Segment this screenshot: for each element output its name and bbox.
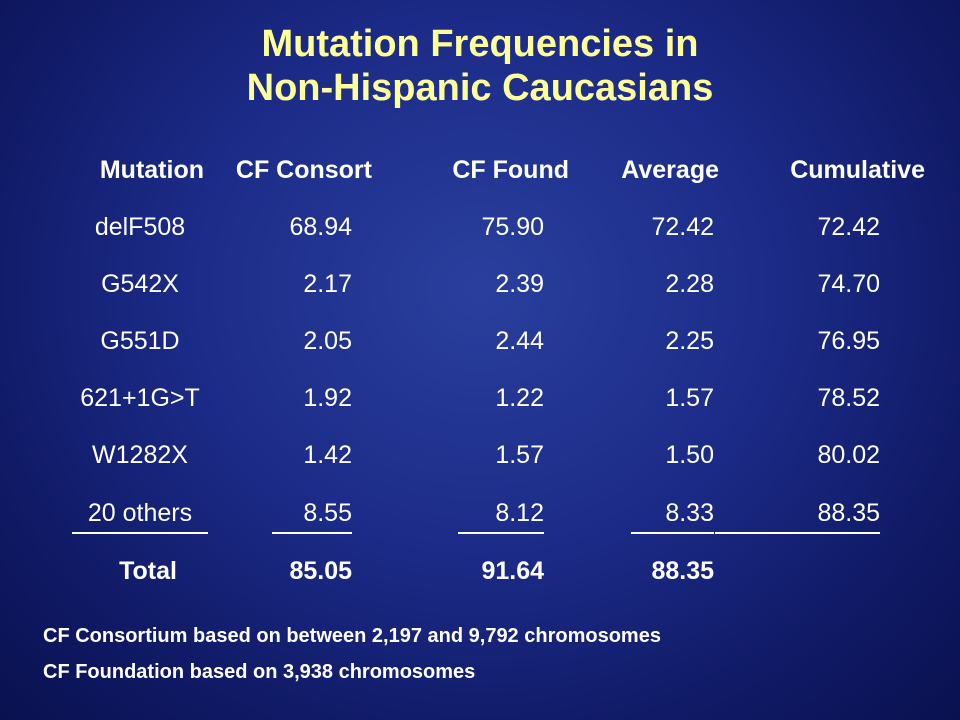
row-2-average: 2.25 [665,327,714,355]
row-3-mutation: 621+1G>T [80,384,200,412]
row-1-cumulative: 74.70 [817,270,880,298]
footnote-cf-consortium: CF Consortium based on between 2,197 and… [43,625,661,647]
underline-mutation [72,532,208,534]
row-1-average: 2.28 [665,270,714,298]
row-0-cf-found: 75.90 [481,213,544,241]
row-2-cf-consort: 2.05 [303,327,352,355]
footnote-cf-foundation: CF Foundation based on 3,938 chromosomes [43,661,476,683]
underline-cf-found [458,532,544,534]
total-average: 88.35 [651,557,714,585]
header-cf-found: CF Found [452,156,569,184]
row-5-cumulative: 88.35 [817,499,880,527]
total-cf-found: 91.64 [481,557,544,585]
row-2-cumulative: 76.95 [817,327,880,355]
total-label: Total [119,557,177,585]
row-2-mutation: G551D [100,327,180,355]
total-cf-consort: 85.05 [289,557,352,585]
row-0-mutation: delF508 [94,213,186,241]
row-4-cumulative: 80.02 [817,441,880,469]
header-mutation: Mutation [99,156,204,184]
row-1-mutation: G542X [101,270,179,298]
header-cumulative: Cumulative [790,156,925,184]
row-4-cf-found: 1.57 [495,441,544,469]
underline-cumulative [715,532,880,534]
header-cf-consort: CF Consort [235,156,372,184]
row-2-cf-found: 2.44 [495,327,544,355]
row-0-cumulative: 72.42 [817,213,880,241]
underline-cf-consort [272,532,352,534]
row-4-cf-consort: 1.42 [303,441,352,469]
row-1-cf-found: 2.39 [495,270,544,298]
row-0-cf-consort: 68.94 [289,213,352,241]
row-4-average: 1.50 [665,441,714,469]
row-3-cumulative: 78.52 [817,384,880,412]
underline-average [631,532,714,534]
row-5-average: 8.33 [665,499,714,527]
row-3-cf-found: 1.22 [495,384,544,412]
row-5-cf-consort: 8.55 [303,499,352,527]
row-0-average: 72.42 [651,213,714,241]
row-3-cf-consort: 1.92 [303,384,352,412]
row-5-mutation: 20 others [87,499,193,527]
title-line-2: Non-Hispanic Caucasians [246,67,714,109]
slide-title: Mutation Frequencies in Non-Hispanic Cau… [0,22,960,110]
row-3-average: 1.57 [665,384,714,412]
row-4-mutation: W1282X [92,441,188,469]
header-average: Average [621,156,719,184]
title-line-1: Mutation Frequencies in [261,23,699,65]
row-5-cf-found: 8.12 [495,499,544,527]
row-1-cf-consort: 2.17 [303,270,352,298]
